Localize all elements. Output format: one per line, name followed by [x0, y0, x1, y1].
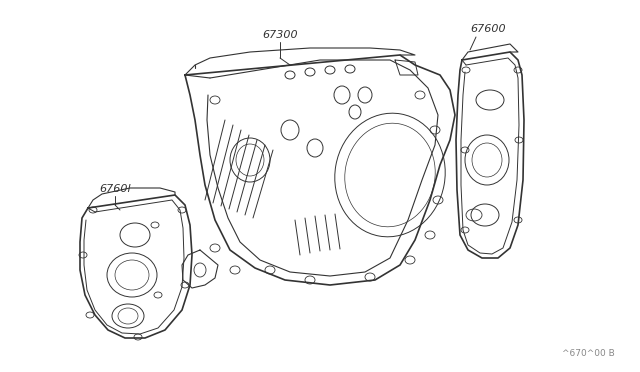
- Text: 6760l: 6760l: [99, 184, 131, 194]
- Text: 67600: 67600: [470, 24, 506, 34]
- Text: ^670^00 B: ^670^00 B: [563, 349, 615, 358]
- Text: 67300: 67300: [262, 30, 298, 40]
